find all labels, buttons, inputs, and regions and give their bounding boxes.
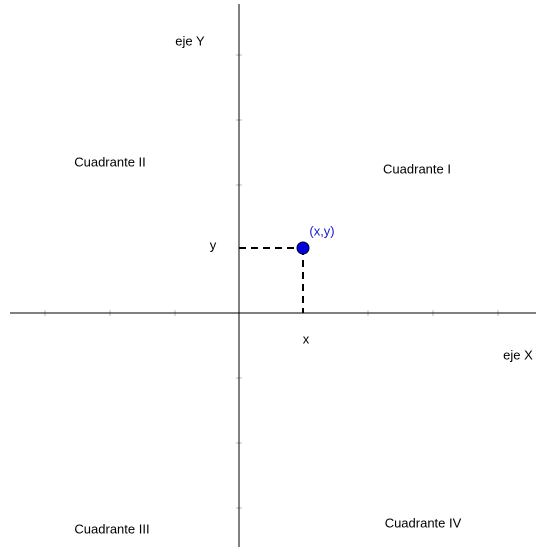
- y-axis-label: eje Y: [175, 33, 205, 48]
- quadrant-label: Cuadrante IV: [385, 515, 462, 530]
- point-y-label: y: [210, 237, 217, 252]
- point-x-label: x: [303, 331, 310, 346]
- point-label: (x,y): [309, 223, 334, 238]
- x-axis-label: eje X: [503, 347, 533, 362]
- quadrant-label: Cuadrante II: [74, 154, 146, 169]
- axis-ticks: [44, 54, 499, 509]
- quadrant-label: Cuadrante I: [383, 161, 451, 176]
- point: [296, 241, 310, 255]
- quadrant-label: Cuadrante III: [74, 521, 149, 536]
